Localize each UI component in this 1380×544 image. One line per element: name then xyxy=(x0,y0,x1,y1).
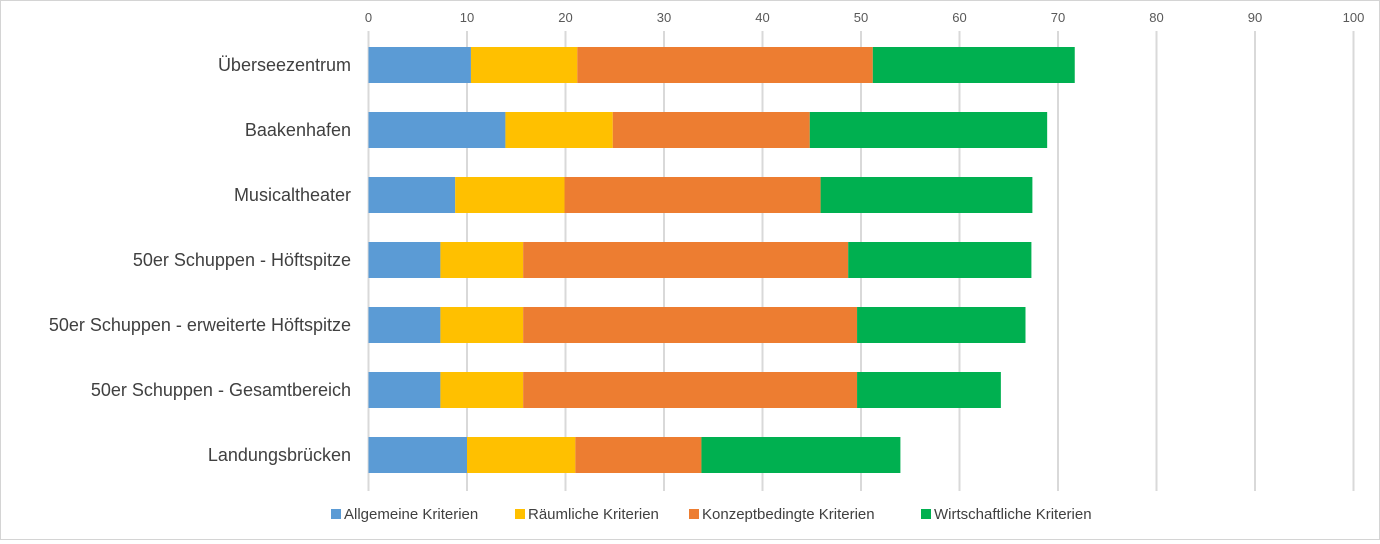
bar-segment-konzeptbedingte-kriterien xyxy=(523,307,858,343)
bar-segment-r-umliche-kriterien xyxy=(440,372,524,408)
bar-segment-wirtschaftliche-kriterien xyxy=(872,47,1075,83)
y-axis-labels: Überseezentrum Baakenhafen Musicaltheater 5… xyxy=(49,55,351,465)
bar-segment-allgemeine-kriterien xyxy=(368,242,441,278)
bar-segment-konzeptbedingte-kriterien xyxy=(523,242,849,278)
bar-segment-wirtschaftliche-kriterien xyxy=(820,177,1033,213)
bar-segment-r-umliche-kriterien xyxy=(505,112,613,148)
legend-swatch xyxy=(515,509,525,519)
legend-label: Allgemeine Kriterien xyxy=(344,506,478,523)
bar-segment-wirtschaftliche-kriterien xyxy=(701,437,901,473)
x-tick-label: 0 xyxy=(365,10,372,25)
bar-segment-allgemeine-kriterien xyxy=(368,47,471,83)
bar-segment-konzeptbedingte-kriterien xyxy=(523,372,858,408)
bar-segment-wirtschaftliche-kriterien xyxy=(848,242,1032,278)
bar-segment-r-umliche-kriterien xyxy=(467,437,576,473)
legend-swatch xyxy=(331,509,341,519)
bar-segment-konzeptbedingte-kriterien xyxy=(612,112,810,148)
bar-segment-allgemeine-kriterien xyxy=(368,112,506,148)
x-tick-label: 50 xyxy=(854,10,868,25)
legend-swatch xyxy=(921,509,931,519)
bar-segment-allgemeine-kriterien xyxy=(368,307,441,343)
legend-label: Konzeptbedingte Kriterien xyxy=(702,506,875,523)
category-label: Musicaltheater xyxy=(234,185,351,205)
bar-segment-wirtschaftliche-kriterien xyxy=(809,112,1048,148)
x-tick-label: 30 xyxy=(657,10,671,25)
x-tick-label: 90 xyxy=(1248,10,1262,25)
x-tick-label: 20 xyxy=(558,10,572,25)
bar-segment-r-umliche-kriterien xyxy=(440,307,524,343)
x-tick-label: 60 xyxy=(952,10,966,25)
x-tick-label: 70 xyxy=(1051,10,1065,25)
x-tick-label: 40 xyxy=(755,10,769,25)
bar-segment-allgemeine-kriterien xyxy=(368,177,456,213)
category-label: Überseezentrum xyxy=(218,55,351,75)
bar-segment-konzeptbedingte-kriterien xyxy=(577,47,873,83)
bar-segment-wirtschaftliche-kriterien xyxy=(857,372,1001,408)
x-tick-label: 80 xyxy=(1149,10,1163,25)
x-axis-ticks: 0 10 20 30 40 50 60 70 80 90 100 xyxy=(365,10,1364,25)
category-label: 50er Schuppen - erweiterte Höftspitze xyxy=(49,315,351,335)
x-tick-label: 100 xyxy=(1343,10,1365,25)
category-label: 50er Schuppen - Höftspitze xyxy=(133,250,351,270)
bar-segment-r-umliche-kriterien xyxy=(440,242,524,278)
bar-segment-r-umliche-kriterien xyxy=(455,177,565,213)
legend-label: Räumliche Kriterien xyxy=(528,506,659,523)
bar-segment-allgemeine-kriterien xyxy=(368,372,441,408)
bar-segment-wirtschaftliche-kriterien xyxy=(857,307,1026,343)
bar-segment-konzeptbedingte-kriterien xyxy=(564,177,821,213)
category-label: Baakenhafen xyxy=(245,120,351,140)
x-tick-label: 10 xyxy=(460,10,474,25)
bar-segment-allgemeine-kriterien xyxy=(368,437,467,473)
bar-segment-r-umliche-kriterien xyxy=(470,47,578,83)
legend: Allgemeine Kriterien Räumliche Kriterien K… xyxy=(331,506,1092,523)
category-label: 50er Schuppen - Gesamtbereich xyxy=(91,380,351,400)
bar-segment-konzeptbedingte-kriterien xyxy=(575,437,702,473)
bars xyxy=(368,47,1075,473)
category-label: Landungsbrücken xyxy=(208,445,351,465)
legend-label: Wirtschaftliche Kriterien xyxy=(934,506,1092,523)
legend-swatch xyxy=(689,509,699,519)
